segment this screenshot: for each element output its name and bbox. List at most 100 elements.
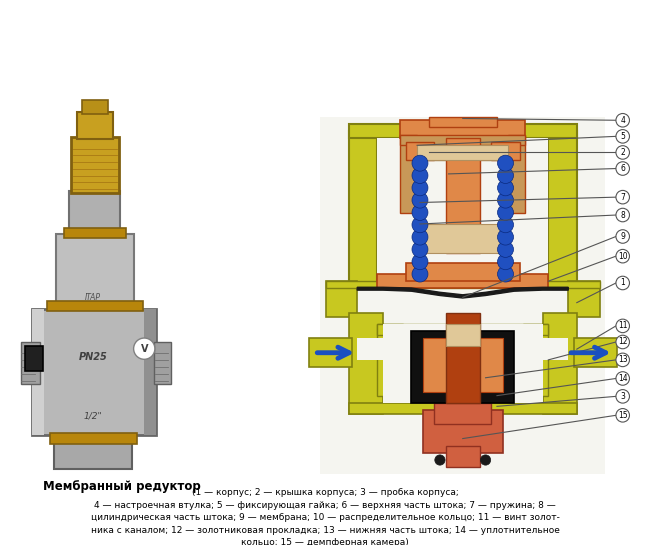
- Bar: [21, 342, 40, 384]
- Circle shape: [497, 241, 514, 257]
- Bar: [406, 142, 434, 160]
- Text: кольцо; 15 — демпферная камера): кольцо; 15 — демпферная камера): [241, 538, 409, 545]
- Circle shape: [616, 130, 629, 143]
- Bar: [32, 309, 44, 435]
- Bar: [417, 153, 508, 160]
- Bar: [358, 338, 417, 360]
- Circle shape: [412, 254, 428, 270]
- Bar: [144, 309, 156, 435]
- Bar: [400, 135, 525, 146]
- Bar: [411, 331, 514, 403]
- Bar: [47, 301, 143, 311]
- Bar: [309, 338, 352, 367]
- Bar: [543, 313, 577, 414]
- Circle shape: [435, 455, 445, 465]
- Circle shape: [616, 335, 629, 349]
- Bar: [377, 138, 549, 281]
- Bar: [434, 403, 491, 424]
- Bar: [49, 433, 136, 444]
- Bar: [77, 112, 113, 139]
- Text: 8: 8: [620, 210, 625, 220]
- Bar: [71, 137, 119, 193]
- Text: 12: 12: [618, 337, 627, 347]
- Text: 1: 1: [620, 278, 625, 287]
- Text: 14: 14: [618, 374, 627, 383]
- Text: 4 — настроечная втулка; 5 — фиксирующая гайка; 6 — верхняя часть штока; 7 — пруж: 4 — настроечная втулка; 5 — фиксирующая …: [94, 501, 556, 510]
- Bar: [523, 324, 549, 396]
- Text: 15: 15: [618, 411, 627, 420]
- Circle shape: [497, 229, 514, 245]
- Bar: [326, 281, 358, 317]
- Bar: [508, 338, 568, 360]
- Circle shape: [497, 167, 514, 184]
- Text: 7: 7: [620, 192, 625, 202]
- Circle shape: [412, 155, 428, 171]
- Text: цилиндрическая часть штока; 9 — мембрана; 10 — распределительное кольцо; 11 — ви: цилиндрическая часть штока; 9 — мембрана…: [90, 513, 560, 522]
- Bar: [568, 281, 599, 317]
- Bar: [326, 281, 599, 288]
- Circle shape: [412, 229, 428, 245]
- Circle shape: [412, 180, 428, 196]
- Circle shape: [616, 162, 629, 175]
- Circle shape: [616, 390, 629, 403]
- Circle shape: [412, 167, 428, 184]
- Bar: [377, 324, 403, 396]
- Bar: [508, 135, 525, 213]
- Text: PN25: PN25: [79, 353, 107, 362]
- Circle shape: [134, 338, 155, 359]
- Text: 1/2": 1/2": [84, 412, 102, 421]
- Circle shape: [497, 192, 514, 208]
- Circle shape: [616, 353, 629, 367]
- Text: 13: 13: [618, 355, 627, 365]
- Circle shape: [497, 155, 514, 171]
- Bar: [400, 135, 417, 213]
- Bar: [320, 117, 605, 474]
- Bar: [417, 146, 508, 160]
- Circle shape: [616, 250, 629, 263]
- Text: 9: 9: [620, 232, 625, 241]
- Text: 3: 3: [620, 392, 625, 401]
- Circle shape: [616, 146, 629, 159]
- Bar: [348, 403, 577, 414]
- Text: V: V: [140, 344, 148, 354]
- Text: 6: 6: [620, 164, 625, 173]
- Circle shape: [412, 241, 428, 257]
- Text: ITAP: ITAP: [85, 293, 101, 302]
- Bar: [417, 224, 508, 252]
- Bar: [574, 338, 617, 367]
- Bar: [57, 234, 134, 303]
- Circle shape: [497, 254, 514, 270]
- Text: 5: 5: [620, 132, 625, 141]
- Circle shape: [412, 266, 428, 282]
- Bar: [64, 228, 126, 238]
- Bar: [25, 346, 43, 371]
- Bar: [55, 443, 132, 469]
- Bar: [69, 191, 120, 230]
- Polygon shape: [358, 287, 568, 298]
- Circle shape: [412, 192, 428, 208]
- Circle shape: [480, 455, 491, 465]
- Bar: [446, 324, 480, 346]
- Circle shape: [616, 409, 629, 422]
- Text: 2: 2: [620, 148, 625, 157]
- Bar: [549, 131, 577, 288]
- Bar: [446, 446, 480, 467]
- Bar: [406, 263, 520, 281]
- Circle shape: [616, 190, 629, 204]
- Bar: [32, 309, 156, 435]
- Bar: [377, 274, 549, 288]
- Bar: [400, 120, 525, 138]
- Bar: [446, 138, 480, 252]
- Text: 10: 10: [618, 252, 627, 261]
- Circle shape: [616, 208, 629, 222]
- Circle shape: [412, 217, 428, 233]
- Bar: [428, 117, 497, 128]
- Text: ника с каналом; 12 — золотниковая прокладка; 13 — нижняя часть штока; 14 — уплот: ника с каналом; 12 — золотниковая прокла…: [90, 526, 560, 535]
- Circle shape: [497, 266, 514, 282]
- Bar: [348, 131, 377, 288]
- Circle shape: [616, 372, 629, 385]
- Circle shape: [616, 276, 629, 290]
- Text: 4: 4: [620, 116, 625, 125]
- Text: (1 — корпус; 2 — крышка корпуса; 3 — пробка корпуса;: (1 — корпус; 2 — крышка корпуса; 3 — про…: [192, 488, 458, 497]
- Bar: [446, 313, 480, 403]
